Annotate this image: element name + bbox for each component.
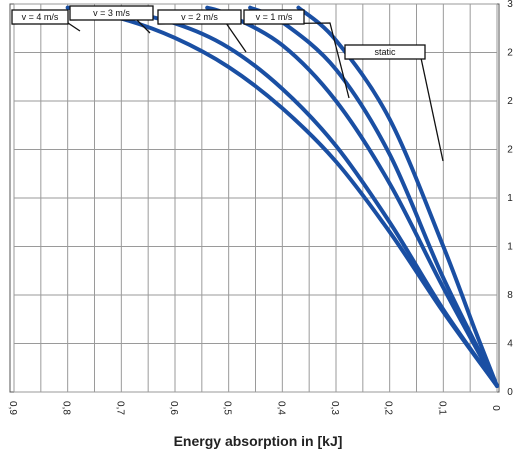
series-label-4: static: [374, 47, 396, 57]
y-tick-label: 1: [507, 242, 513, 253]
series-line-1: [108, 5, 499, 388]
y-tick-label: 4: [507, 339, 513, 350]
callout-box-2: [157, 9, 242, 25]
x-axis-label: Energy absorption in [kJ]: [174, 433, 343, 449]
x-ticks: 0,9 0,8 0,7 0,6 0,5 0,4 0,3 0,2 0,1 0: [7, 401, 501, 415]
callout-box-0: [11, 9, 69, 25]
x-tick-label: 0,2: [383, 401, 394, 415]
x-tick-label: 0,3: [329, 401, 340, 415]
y-tick-label: 2: [507, 145, 513, 156]
y-tick-label: 2: [507, 96, 513, 107]
series-label-2: v = 2 m/s: [181, 12, 218, 22]
callout-box-3: [243, 9, 305, 25]
x-tick-label: 0,4: [275, 401, 286, 415]
y-tick-label: 2: [507, 48, 513, 59]
y-tick-label: 8: [507, 290, 513, 301]
callout-box-4: [344, 44, 426, 60]
x-tick-label: 0: [490, 405, 501, 411]
x-tick-label: 0,9: [7, 401, 18, 415]
series-label-1: v = 3 m/s: [93, 8, 130, 18]
x-tick-label: 0,5: [222, 401, 233, 415]
x-tick-label: 0,7: [114, 401, 125, 415]
x-tick-label: 0,8: [61, 401, 72, 415]
y-ticks: 0 4 8 1 1 2 2 2 3: [507, 0, 513, 398]
y-tick-label: 0: [507, 387, 513, 398]
callout-box-1: [69, 5, 154, 21]
series-line-4: [296, 5, 499, 388]
callouts: v = 4 m/s v = 3 m/s v = 2 m/s v = 1 m/s stat…: [11, 5, 444, 162]
series-label-0: v = 4 m/s: [22, 12, 59, 22]
y-tick-label: 1: [507, 193, 513, 204]
x-tick-label: 0,6: [168, 401, 179, 415]
y-tick-label: 3: [507, 0, 513, 10]
series-label-3: v = 1 m/s: [256, 12, 293, 22]
x-tick-label: 0,1: [436, 401, 447, 415]
